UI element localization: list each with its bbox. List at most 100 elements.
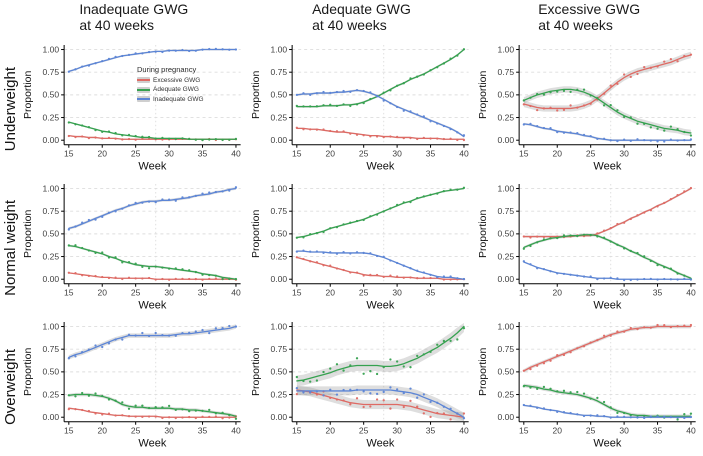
svg-text:35: 35 [425,426,435,436]
svg-text:0.25: 0.25 [498,251,515,261]
svg-text:0.00: 0.00 [498,274,515,284]
svg-text:Week: Week [594,438,622,450]
svg-text:Proportion: Proportion [22,348,34,396]
svg-text:40: 40 [687,426,697,436]
svg-text:15: 15 [292,287,302,297]
svg-text:15: 15 [519,426,529,436]
svg-text:Week: Week [138,438,166,450]
svg-text:0.25: 0.25 [43,112,60,122]
panel-normal-weight-inadequate: 0.00 0.25 0.50 0.75 1.00 15 20 25 30 35 40 Week Prop… [20,179,248,318]
svg-text:0.75: 0.75 [270,344,287,354]
column-title-line: at 40 weeks [312,16,387,33]
svg-text:30: 30 [392,287,402,297]
svg-text:40: 40 [231,287,241,297]
svg-text:0.00: 0.00 [43,412,60,422]
svg-text:1.00: 1.00 [498,322,515,332]
legend-title: During pregnancy [137,65,197,74]
svg-text:0.00: 0.00 [43,135,60,145]
svg-text:Proportion: Proportion [477,71,489,119]
row-title-normal-weight: Normal weight [1,200,19,296]
svg-text:0.25: 0.25 [270,112,287,122]
svg-text:30: 30 [620,287,630,297]
svg-text:0.00: 0.00 [270,274,287,284]
svg-text:30: 30 [392,149,402,159]
svg-text:35: 35 [653,426,663,436]
svg-text:0.00: 0.00 [498,412,515,422]
column-title-inadequate-gwg: Inadequate GWG at 40 weeks [20,0,248,40]
svg-text:15: 15 [64,287,74,297]
svg-text:0.75: 0.75 [270,67,287,77]
svg-text:0.25: 0.25 [498,112,515,122]
svg-text:Proportion: Proportion [250,71,262,119]
svg-text:20: 20 [97,426,107,436]
column-title-line: Adequate GWG [312,1,411,17]
svg-text:0.50: 0.50 [270,228,287,238]
svg-text:25: 25 [359,426,369,436]
svg-text:0.50: 0.50 [270,367,287,377]
column-title-line: at 40 weeks [538,16,613,33]
svg-text:1.00: 1.00 [43,44,60,54]
svg-text:0.50: 0.50 [43,90,60,100]
svg-text:30: 30 [164,149,174,159]
svg-text:Proportion: Proportion [250,348,262,396]
panel-underweight-inadequate: During pregnancy Excessive GWG Adequate … [20,40,248,179]
column-title-line: at 40 weeks [79,16,155,33]
svg-text:Week: Week [366,161,394,173]
svg-text:Proportion: Proportion [22,71,34,119]
svg-text:Proportion: Proportion [477,348,489,396]
column-title-adequate-gwg: Adequate GWG at 40 weeks [248,0,476,40]
svg-text:20: 20 [553,287,563,297]
svg-text:35: 35 [198,149,208,159]
svg-text:15: 15 [519,149,529,159]
svg-text:25: 25 [131,287,141,297]
svg-text:20: 20 [553,426,563,436]
svg-text:0.50: 0.50 [498,90,515,100]
svg-text:1.00: 1.00 [43,183,60,193]
svg-text:20: 20 [97,149,107,159]
svg-text:0.75: 0.75 [498,344,515,354]
svg-text:40: 40 [687,287,697,297]
svg-text:1.00: 1.00 [270,322,287,332]
svg-text:40: 40 [459,426,469,436]
column-title-line: Excessive GWG [538,1,641,17]
svg-text:30: 30 [164,287,174,297]
legend-item-inadequate-gwg: Inadequate GWG [137,96,204,103]
svg-text:25: 25 [586,149,596,159]
svg-text:Week: Week [366,438,394,450]
svg-text:Proportion: Proportion [22,209,34,257]
svg-text:25: 25 [359,287,369,297]
svg-text:0.25: 0.25 [270,390,287,400]
svg-text:1.00: 1.00 [270,44,287,54]
svg-text:35: 35 [198,426,208,436]
svg-text:40: 40 [231,426,241,436]
legend-key-inadequate-gwg [137,96,150,102]
svg-text:15: 15 [519,287,529,297]
panel-underweight-adequate: 0.00 0.25 0.50 0.75 1.00 15 20 25 30 35 40 Week Prop… [248,40,476,179]
svg-text:40: 40 [231,149,241,159]
panel-overweight-excessive: 0.00 0.25 0.50 0.75 1.00 15 20 25 30 35 40 Week Prop… [475,317,703,456]
svg-text:0.75: 0.75 [498,206,515,216]
svg-text:15: 15 [64,149,74,159]
svg-text:40: 40 [459,149,469,159]
svg-text:0.50: 0.50 [498,367,515,377]
svg-text:15: 15 [292,149,302,159]
svg-text:25: 25 [586,426,596,436]
legend: During pregnancy Excessive GWG Adequate … [137,65,204,103]
svg-text:1.00: 1.00 [270,183,287,193]
svg-text:40: 40 [687,149,697,159]
column-title-excessive-gwg: Excessive GWG at 40 weeks [475,0,703,40]
svg-text:35: 35 [425,287,435,297]
svg-text:0.50: 0.50 [43,228,60,238]
svg-text:15: 15 [292,426,302,436]
svg-text:20: 20 [97,287,107,297]
legend-key-excessive-gwg [137,77,150,83]
svg-text:30: 30 [392,426,402,436]
svg-text:Proportion: Proportion [477,209,489,257]
svg-text:25: 25 [359,149,369,159]
svg-text:1.00: 1.00 [498,44,515,54]
svg-text:0.25: 0.25 [498,390,515,400]
svg-text:0.00: 0.00 [270,412,287,422]
svg-text:30: 30 [620,426,630,436]
svg-text:0.75: 0.75 [43,67,60,77]
